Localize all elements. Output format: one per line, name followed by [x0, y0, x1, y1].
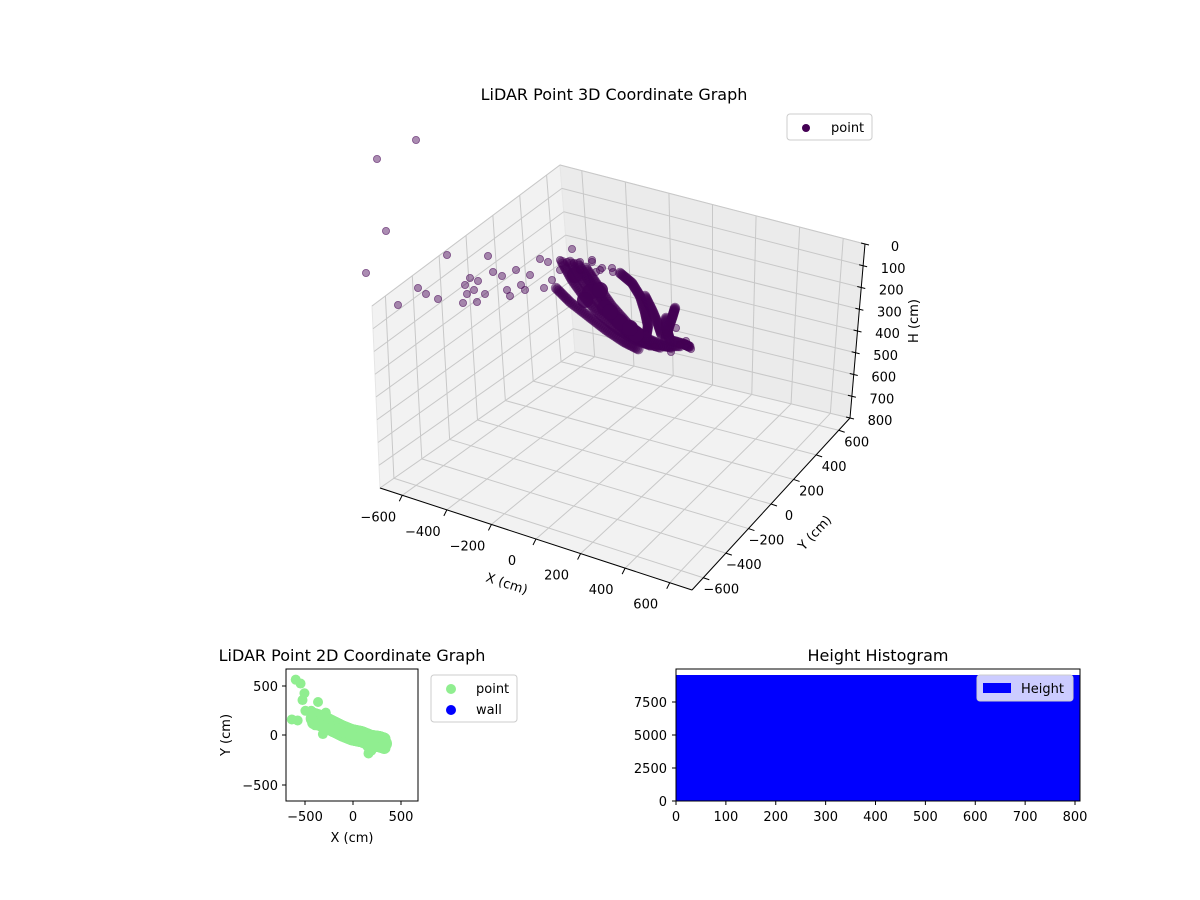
y-tick-hist: 0 [659, 795, 667, 810]
plot-2d-title: LiDAR Point 2D Coordinate Graph [219, 646, 486, 665]
z-tick-3d: 400 [875, 327, 900, 342]
legend-2d: point wall [430, 674, 518, 723]
point-cloud-3d [361, 135, 696, 356]
x-tick-2d: 500 [389, 810, 414, 825]
y-tick-3d: 400 [822, 460, 847, 475]
legend-point-marker [446, 684, 456, 694]
z-tick-3d: 500 [873, 349, 898, 364]
z-tick-3d: 0 [891, 240, 899, 255]
histogram-yticks: 0 2500 5000 7500 [634, 696, 676, 810]
y-tick-2d: 500 [253, 680, 278, 695]
x-axis-label-3d: X (cm) [484, 571, 530, 599]
x-tick-hist: 200 [763, 810, 788, 825]
x-axis-label-2d: X (cm) [331, 831, 374, 846]
y-tick-hist: 5000 [634, 729, 667, 744]
y-axis-label-3d: Y (cm) [795, 513, 835, 555]
x-tick-3d: −400 [405, 525, 441, 540]
x-tick-hist: 0 [672, 810, 680, 825]
x-tick-3d: −600 [360, 510, 396, 525]
y-tick-hist: 2500 [634, 762, 667, 777]
legend-histogram: Height [976, 674, 1074, 702]
y-axis-label-2d: Y (cm) [219, 714, 234, 757]
y-tick-hist: 7500 [634, 696, 667, 711]
histogram-title: Height Histogram [808, 646, 949, 665]
legend-height-swatch [983, 683, 1011, 693]
z-axis-label-3d: H (cm) [907, 299, 922, 343]
x-tick-3d: 200 [544, 569, 569, 584]
z-tick-3d: 700 [869, 392, 894, 407]
legend-point-label: point [831, 121, 864, 136]
y-tick-3d: 0 [785, 509, 793, 524]
x-tick-3d: 0 [508, 554, 516, 569]
histogram-xticks: 0 100 200 300 400 500 600 700 800 [672, 801, 1088, 825]
x-tick-hist: 400 [863, 810, 888, 825]
x-tick-3d: −200 [450, 539, 486, 554]
plot-2d-xticks: −500 0 500 [287, 801, 413, 825]
y-tick-3d: 600 [844, 435, 869, 450]
plot-2d-yticks: 500 0 −500 [242, 680, 286, 794]
legend-3d: point [786, 113, 873, 141]
y-tick-3d: −600 [703, 583, 739, 598]
legend-wall-label: wall [476, 703, 502, 718]
x-tick-hist: 500 [913, 810, 938, 825]
z-tick-3d: 800 [868, 414, 893, 429]
x-tick-hist: 300 [813, 810, 838, 825]
x-tick-hist: 800 [1063, 810, 1088, 825]
z-tick-3d: 600 [871, 371, 896, 386]
plot-histogram: Height Histogram 0 100 200 300 400 500 600 700 8… [634, 646, 1088, 825]
point-cloud-2d [286, 674, 393, 759]
x-tick-2d: −500 [287, 810, 323, 825]
y-tick-2d: −500 [242, 779, 278, 794]
plot-3d: LiDAR Point 3D Coordinate Graph −600 −400… [360, 85, 922, 613]
x-tick-hist: 700 [1013, 810, 1038, 825]
y-tick-3d: −400 [726, 558, 762, 573]
y-tick-2d: 0 [270, 729, 278, 744]
x-tick-2d: 0 [349, 810, 357, 825]
legend-point-label: point [476, 682, 509, 697]
legend-height-label: Height [1021, 682, 1064, 697]
ticks-3d: −600−400−2000200400600−600−400−200020040… [360, 240, 905, 613]
x-tick-hist: 100 [713, 810, 738, 825]
plot-2d: LiDAR Point 2D Coordinate Graph −500 0 5… [219, 646, 518, 846]
x-tick-hist: 600 [963, 810, 988, 825]
z-tick-3d: 100 [881, 262, 906, 277]
x-tick-3d: 600 [633, 598, 658, 613]
y-tick-3d: −200 [749, 534, 785, 549]
z-tick-3d: 200 [879, 284, 904, 299]
y-tick-3d: 200 [799, 484, 824, 499]
x-tick-3d: 400 [589, 583, 614, 598]
z-tick-3d: 300 [877, 305, 902, 320]
plot-3d-title: LiDAR Point 3D Coordinate Graph [481, 85, 748, 104]
legend-wall-marker [446, 705, 456, 715]
legend-point-marker [802, 124, 810, 132]
grid-3d [371, 164, 866, 584]
